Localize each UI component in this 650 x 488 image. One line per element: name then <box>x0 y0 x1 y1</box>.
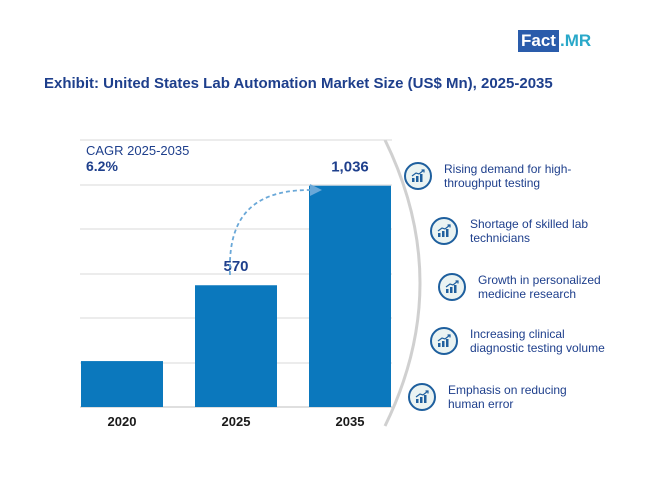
x-tick-label: 2025 <box>222 414 251 429</box>
driver-item: Rising demand for high-throughput testin… <box>404 162 584 190</box>
bar-chart-growth-icon <box>430 217 458 245</box>
bar-chart-growth-icon <box>408 383 436 411</box>
cagr-value: 6.2% <box>86 158 118 174</box>
logo-mr-text: .MR <box>559 31 592 50</box>
bar-2020 <box>81 361 163 407</box>
x-tick-label: 2035 <box>336 414 365 429</box>
driver-item: Growth in personalized medicine research <box>438 273 618 301</box>
driver-text: Emphasis on reducing human error <box>448 383 567 411</box>
bar-2035 <box>309 185 391 407</box>
divider-arc <box>383 139 422 427</box>
driver-text: Increasing clinical diagnostic testing v… <box>470 327 605 355</box>
bar-chart-growth-icon <box>404 162 432 190</box>
driver-text: Rising demand for high-throughput testin… <box>444 162 572 190</box>
factmr-logo: Fact .MR <box>518 30 591 52</box>
data-label-2035: 1,036 <box>331 159 369 176</box>
growth-arrow <box>228 189 311 276</box>
data-label-2025: 570 <box>223 258 248 275</box>
cagr-label: CAGR 2025-2035 <box>86 143 190 158</box>
bar-chart-growth-icon <box>438 273 466 301</box>
bar-2025 <box>195 285 277 407</box>
chart-title: Exhibit: United States Lab Automation Ma… <box>44 75 553 92</box>
logo-fact-text: Fact <box>518 30 559 52</box>
driver-item: Emphasis on reducing human error <box>408 383 588 411</box>
driver-text: Growth in personalized medicine research <box>478 273 601 301</box>
driver-text: Shortage of skilled lab technicians <box>470 217 589 245</box>
driver-item: Increasing clinical diagnostic testing v… <box>430 327 610 355</box>
x-tick-label: 2020 <box>108 414 137 429</box>
driver-item: Shortage of skilled lab technicians <box>430 217 610 245</box>
bar-chart-growth-icon <box>430 327 458 355</box>
growth-arrow-head <box>310 184 322 196</box>
